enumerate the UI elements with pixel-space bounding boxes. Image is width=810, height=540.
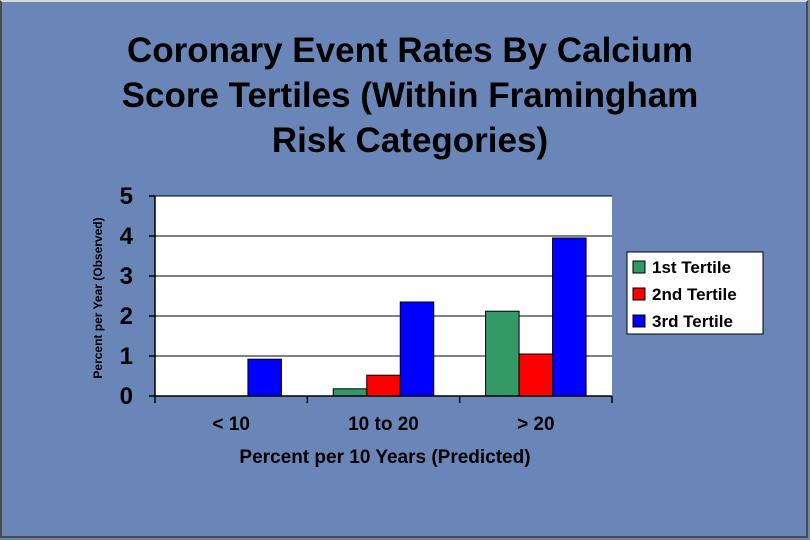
bar [247,358,282,397]
legend-label: 3rd Tertile [652,312,733,331]
x-tick-label: < 10 [212,414,250,435]
bar [366,374,401,397]
bars [247,237,587,397]
x-tick-label: > 20 [517,414,555,435]
x-tick-label: 10 to 20 [348,414,419,435]
y-tick-label: 0 [120,383,133,410]
bar [552,237,587,397]
legend-label: 2nd Tertile [652,285,737,304]
title-line-3: Risk Categories) [271,121,549,160]
legend-swatch [632,314,646,328]
legend: 1st Tertile 2nd Tertile 3rd Tertile [626,251,764,335]
bar [485,310,520,397]
title-line-1: Coronary Event Rates By Calcium [126,31,693,70]
legend-label: 1st Tertile [652,258,731,277]
y-tick-label: 1 [120,343,133,370]
y-tick-label: 2 [120,303,133,330]
y-tick-label: 3 [120,263,133,290]
slide-title: Coronary Event Rates By Calcium Score Te… [40,28,780,163]
bar [332,388,368,397]
bar [518,353,554,397]
x-ticks: < 10 10 to 20 > 20 [154,396,613,435]
bar [399,301,435,397]
y-tick-label: 4 [120,223,134,250]
gridlines [155,195,612,357]
legend-swatch [632,260,646,274]
y-axis-title: Percent per Year (Observed) [91,217,105,378]
y-ticks: 0 1 2 3 4 5 [120,183,155,410]
legend-swatch [632,287,646,301]
y-tick-label: 5 [120,183,133,210]
title-line-2: Score Tertiles (Within Framingham [121,76,699,115]
legend-box [626,251,764,335]
x-axis-title: Percent per 10 Years (Predicted) [239,447,530,468]
